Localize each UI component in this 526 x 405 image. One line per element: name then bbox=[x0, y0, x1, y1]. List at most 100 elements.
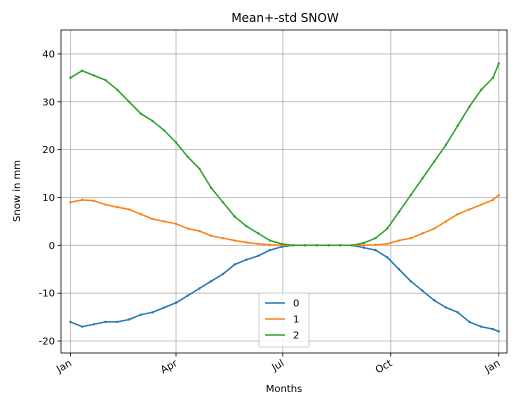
data-point-1 bbox=[491, 198, 495, 202]
data-point-0 bbox=[421, 289, 424, 292]
data-point-1 bbox=[268, 243, 272, 247]
data-point-2 bbox=[268, 239, 272, 242]
data-point-1 bbox=[174, 222, 178, 225]
data-point-0 bbox=[127, 318, 131, 321]
data-point-2 bbox=[69, 76, 72, 80]
data-point-2 bbox=[186, 155, 189, 159]
data-point-1 bbox=[221, 236, 225, 240]
data-point-1 bbox=[497, 193, 500, 197]
data-point-1 bbox=[362, 244, 366, 247]
data-point-0 bbox=[362, 246, 366, 249]
data-point-0 bbox=[397, 268, 401, 271]
data-point-2 bbox=[339, 244, 342, 247]
data-point-2 bbox=[92, 74, 96, 77]
data-point-2 bbox=[80, 69, 84, 72]
data-point-1 bbox=[163, 220, 166, 223]
data-point-1 bbox=[116, 205, 119, 209]
data-point-0 bbox=[409, 280, 412, 283]
data-point-2 bbox=[127, 100, 131, 103]
data-point-2 bbox=[350, 244, 354, 247]
y-axis-title: Snow in mm bbox=[12, 160, 23, 222]
data-point-1 bbox=[233, 239, 236, 242]
data-point-2 bbox=[327, 244, 330, 247]
chart-title: Mean+-std SNOW bbox=[231, 11, 339, 25]
x-axis-title: Months bbox=[266, 384, 303, 395]
data-point-1 bbox=[198, 229, 201, 233]
y-tick-label: 30 bbox=[42, 97, 55, 108]
y-tick-label: 40 bbox=[42, 49, 55, 60]
data-point-0 bbox=[139, 313, 143, 316]
data-point-1 bbox=[245, 241, 248, 244]
data-point-0 bbox=[233, 263, 236, 266]
data-point-0 bbox=[245, 258, 248, 261]
data-point-1 bbox=[80, 198, 84, 202]
data-point-2 bbox=[397, 210, 401, 214]
data-point-2 bbox=[245, 224, 248, 228]
data-point-0 bbox=[444, 306, 448, 309]
y-tick-label: 10 bbox=[42, 193, 55, 204]
data-point-0 bbox=[174, 301, 178, 304]
data-point-1 bbox=[256, 242, 260, 246]
data-point-0 bbox=[468, 320, 471, 324]
data-point-2 bbox=[468, 105, 471, 108]
data-point-0 bbox=[198, 287, 201, 290]
data-point-2 bbox=[104, 79, 107, 82]
data-point-0 bbox=[80, 325, 84, 328]
data-point-0 bbox=[374, 248, 377, 252]
data-point-0 bbox=[479, 325, 483, 328]
legend-label-0: 0 bbox=[293, 299, 299, 310]
legend-label-1: 1 bbox=[293, 315, 299, 326]
data-point-2 bbox=[374, 236, 377, 240]
data-point-0 bbox=[104, 320, 107, 324]
data-point-2 bbox=[303, 244, 307, 247]
data-point-2 bbox=[386, 227, 389, 230]
data-point-0 bbox=[210, 280, 213, 283]
data-point-2 bbox=[315, 244, 319, 247]
data-point-2 bbox=[456, 124, 459, 127]
data-point-0 bbox=[256, 254, 260, 258]
data-point-0 bbox=[69, 320, 72, 324]
data-point-2 bbox=[497, 62, 500, 65]
data-point-0 bbox=[221, 272, 225, 276]
series-line-2 bbox=[70, 63, 500, 247]
data-point-1 bbox=[433, 227, 436, 230]
data-point-0 bbox=[151, 311, 154, 314]
data-point-0 bbox=[433, 299, 436, 302]
data-point-1 bbox=[69, 201, 72, 204]
data-point-2 bbox=[444, 143, 448, 147]
plot-frame bbox=[60, 29, 508, 354]
data-point-1 bbox=[104, 203, 107, 206]
data-point-0 bbox=[92, 323, 96, 326]
data-point-0 bbox=[456, 311, 459, 314]
data-point-2 bbox=[174, 141, 178, 144]
data-point-1 bbox=[127, 208, 131, 211]
data-point-2 bbox=[151, 119, 154, 123]
data-point-2 bbox=[221, 201, 225, 204]
legend: 0 1 2 bbox=[258, 292, 310, 348]
series-layer bbox=[69, 62, 500, 333]
data-point-1 bbox=[456, 213, 459, 216]
y-tick-label: -10 bbox=[39, 289, 55, 300]
data-point-1 bbox=[409, 236, 412, 240]
legend-label-2: 2 bbox=[293, 331, 299, 342]
data-point-2 bbox=[198, 167, 201, 170]
data-point-0 bbox=[268, 248, 272, 252]
data-point-2 bbox=[280, 242, 283, 246]
data-point-2 bbox=[163, 129, 166, 132]
data-point-0 bbox=[186, 294, 189, 297]
data-point-1 bbox=[397, 239, 401, 242]
data-point-1 bbox=[421, 232, 424, 235]
data-point-2 bbox=[292, 244, 295, 247]
data-point-1 bbox=[210, 234, 213, 237]
y-tick-label: 20 bbox=[42, 145, 55, 156]
legend-box bbox=[258, 292, 310, 348]
data-point-2 bbox=[409, 193, 412, 197]
data-point-1 bbox=[186, 227, 189, 230]
data-point-0 bbox=[497, 330, 500, 333]
data-point-0 bbox=[386, 256, 389, 259]
data-point-2 bbox=[116, 88, 119, 92]
y-tick-label: -20 bbox=[39, 337, 55, 348]
data-point-2 bbox=[210, 186, 213, 190]
